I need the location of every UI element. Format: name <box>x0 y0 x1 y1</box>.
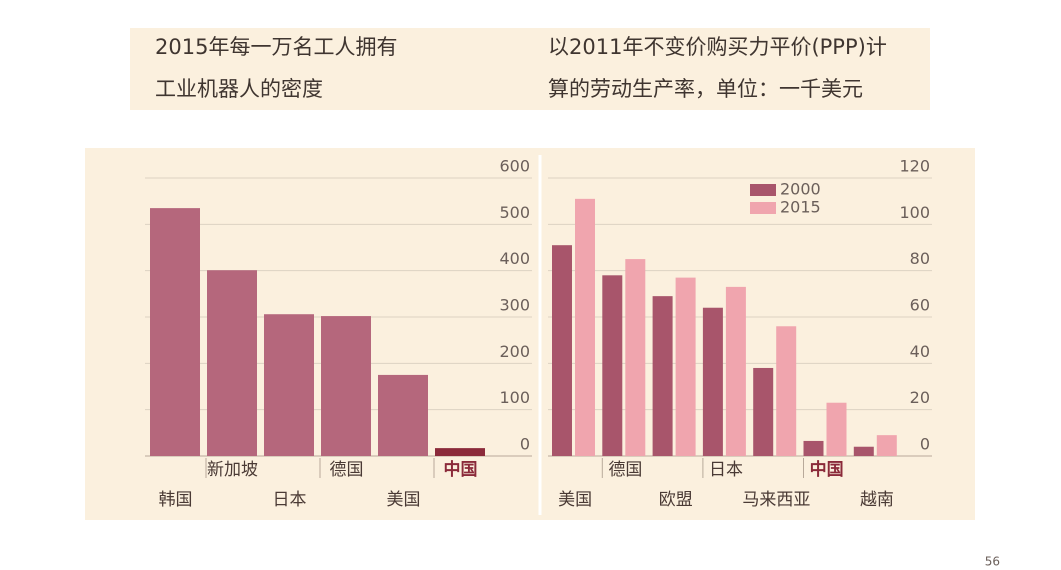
bar <box>652 296 673 456</box>
bar <box>803 440 824 456</box>
y-tick-label: 120 <box>899 157 930 176</box>
y-tick-label: 300 <box>499 296 530 315</box>
y-tick-label: 100 <box>499 388 530 407</box>
bar <box>625 259 646 456</box>
bar <box>207 270 257 456</box>
x-tick-label: 德国 <box>330 460 364 480</box>
x-tick-label: 中国 <box>810 459 844 480</box>
chart-title: 工业机器人的密度 <box>155 77 323 101</box>
x-tick-label: 越南 <box>860 490 894 510</box>
y-tick-label: 20 <box>910 388 930 407</box>
x-tick-label: 马来西亚 <box>742 490 810 510</box>
x-tick-label: 日本 <box>273 490 307 510</box>
bar <box>853 446 874 456</box>
y-tick-label: 40 <box>910 342 930 361</box>
chart-title: 算的劳动生产率，单位：一千美元 <box>548 77 863 101</box>
y-tick-label: 500 <box>499 203 530 222</box>
legend-label: 2015 <box>780 198 821 217</box>
y-tick-label: 0 <box>520 435 530 454</box>
legend-swatch <box>750 184 776 196</box>
bar <box>675 277 696 456</box>
bar <box>435 448 485 456</box>
x-tick-label: 美国 <box>558 490 592 510</box>
x-tick-label: 日本 <box>709 460 743 480</box>
x-tick-label: 美国 <box>387 490 421 510</box>
bar <box>150 208 200 456</box>
chart-title: 以2011年不变价购买力平价(PPP)计 <box>548 35 887 59</box>
x-tick-label: 新加坡 <box>207 460 258 480</box>
title-band <box>130 28 930 110</box>
bar <box>753 367 774 456</box>
y-tick-label: 100 <box>899 203 930 222</box>
bar <box>264 314 314 456</box>
bar <box>575 198 595 456</box>
bar <box>725 286 746 456</box>
bar <box>602 275 623 456</box>
bar <box>702 307 723 456</box>
bar <box>876 435 897 456</box>
y-tick-label: 0 <box>920 435 930 454</box>
bar <box>378 374 428 456</box>
y-tick-label: 80 <box>910 249 930 268</box>
legend-label: 2000 <box>780 180 821 199</box>
page-number: 56 <box>985 555 1000 569</box>
x-tick-label: 中国 <box>444 459 478 480</box>
bar <box>552 245 572 456</box>
x-tick-label: 德国 <box>608 460 642 480</box>
y-tick-label: 200 <box>499 342 530 361</box>
chart-title: 2015年每一万名工人拥有 <box>155 35 397 59</box>
x-tick-label: 欧盟 <box>659 490 693 510</box>
y-tick-label: 400 <box>499 249 530 268</box>
bar <box>321 316 371 456</box>
y-tick-label: 600 <box>499 157 530 176</box>
bar <box>826 402 847 456</box>
bar <box>776 326 797 456</box>
y-tick-label: 60 <box>910 296 930 315</box>
x-tick-label: 韩国 <box>159 490 193 510</box>
legend-swatch <box>750 202 776 214</box>
